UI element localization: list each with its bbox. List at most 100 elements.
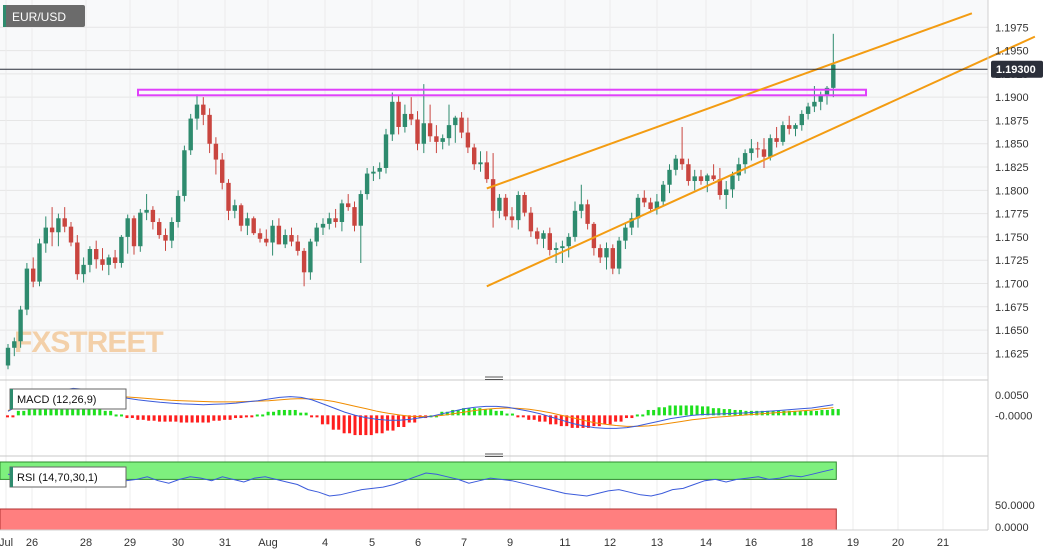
candle-body	[12, 341, 17, 348]
macd-histogram-bar	[538, 415, 542, 422]
candle	[264, 229, 269, 247]
macd-histogram-bar	[201, 415, 205, 423]
macd-histogram-bar	[310, 415, 314, 418]
candle	[94, 240, 99, 269]
candle	[604, 242, 609, 270]
candle-body	[516, 194, 521, 221]
macd-histogram-bar	[380, 415, 384, 434]
candle-body	[629, 218, 634, 228]
candle	[289, 227, 294, 247]
candle-body	[572, 210, 578, 237]
candle	[24, 262, 30, 316]
symbol-title[interactable]: EUR/USD	[3, 5, 85, 27]
candle-body	[736, 164, 741, 176]
candle-body	[585, 204, 590, 224]
candle	[736, 157, 741, 182]
candle-body	[226, 182, 231, 211]
candle	[755, 141, 760, 158]
macd-title[interactable]: MACD (12,26,9)	[9, 388, 127, 410]
candle-body	[94, 249, 99, 260]
macd-histogram-bar	[196, 415, 200, 423]
candle	[705, 173, 710, 193]
candle	[711, 164, 716, 182]
candle	[648, 197, 653, 213]
macd-histogram-bar	[288, 409, 292, 416]
candle-body	[547, 233, 552, 250]
macd-histogram-bar	[804, 410, 808, 416]
macd-tick-label: 0.0050	[995, 390, 1029, 402]
candle	[169, 217, 174, 249]
macd-histogram-bar	[98, 407, 102, 416]
candle	[509, 207, 515, 228]
resize-handle[interactable]	[485, 453, 503, 457]
macd-histogram-bar	[603, 415, 607, 425]
macd-histogram-bar	[793, 410, 797, 416]
candle	[535, 227, 540, 245]
candle	[339, 199, 345, 232]
candle-body	[711, 175, 716, 180]
candle	[591, 222, 597, 256]
candle-body	[667, 169, 672, 185]
macd-histogram-bar	[554, 415, 558, 425]
candle	[157, 218, 162, 239]
candle	[194, 94, 200, 130]
rsi-title[interactable]: RSI (14,70,30,1)	[9, 466, 127, 488]
macd-histogram-bar	[22, 410, 26, 416]
candle-body	[106, 257, 111, 265]
macd-histogram-bar	[282, 409, 286, 416]
rsi-overbought-zone	[0, 461, 837, 480]
candle-body	[642, 197, 647, 203]
macd-histogram-bar	[228, 415, 232, 420]
candle-body	[459, 117, 464, 133]
candle	[409, 97, 414, 126]
candle	[484, 151, 489, 183]
time-tick-label: 28	[80, 537, 92, 549]
candle-body	[264, 238, 269, 243]
macd-histogram-bar	[711, 408, 715, 416]
macd-histogram-bar	[798, 410, 802, 416]
macd-histogram-bar	[809, 410, 813, 416]
candle-body	[793, 125, 798, 129]
price-tick-label: 1.1625	[995, 348, 1029, 360]
candle	[616, 236, 622, 275]
candle-body	[364, 173, 370, 195]
candle-body	[598, 248, 603, 258]
macd-histogram-bar	[331, 415, 335, 430]
candle-body	[818, 95, 823, 102]
price-tick-label: 1.1675	[995, 302, 1029, 314]
candle-body	[774, 138, 779, 142]
macd-histogram-bar	[576, 415, 580, 428]
candle-body	[749, 148, 754, 154]
candle-body	[308, 241, 313, 273]
candle-body	[635, 197, 641, 219]
candle-body	[56, 218, 61, 233]
macd-histogram-bar	[597, 415, 601, 427]
candle-body	[352, 207, 357, 226]
candle-body	[169, 222, 174, 241]
candle	[478, 151, 483, 172]
candle	[276, 218, 282, 245]
candle	[541, 230, 546, 249]
macd-histogram-bar	[141, 415, 145, 420]
macd-histogram-bar	[82, 404, 86, 416]
candle-body	[604, 248, 609, 258]
macd-histogram-bar	[505, 413, 509, 416]
candle	[270, 220, 275, 256]
candle-body	[150, 209, 156, 223]
candle	[490, 153, 496, 228]
candle	[402, 104, 408, 133]
candle	[283, 229, 288, 249]
candle	[62, 207, 67, 233]
macd-histogram-bar	[326, 415, 330, 425]
price-tick-label: 1.1900	[995, 92, 1029, 104]
resize-handle[interactable]	[485, 376, 503, 380]
candle-body	[402, 113, 408, 127]
candle-body	[251, 218, 256, 234]
candle-body	[761, 149, 767, 157]
candle-body	[824, 87, 830, 96]
rsi-label: RSI (14,70,30,1)	[17, 472, 98, 484]
symbol-label: EUR/USD	[12, 10, 66, 24]
candle	[749, 139, 754, 161]
time-tick-label: Aug	[258, 537, 278, 549]
